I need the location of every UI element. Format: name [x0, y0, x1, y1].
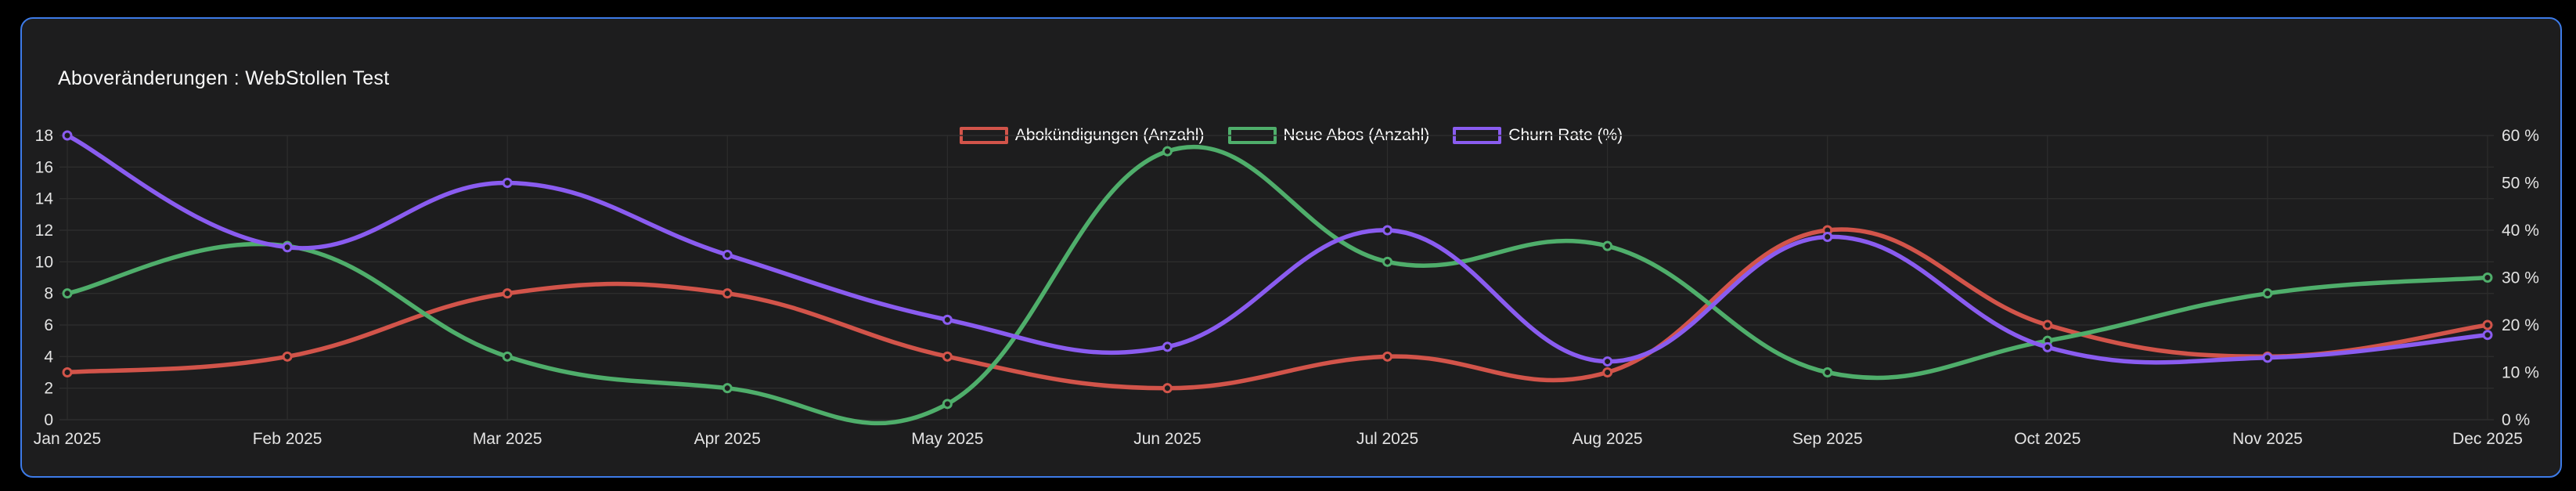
data-point[interactable]	[2482, 330, 2493, 341]
series-line-1	[65, 144, 2490, 426]
data-point[interactable]	[1382, 256, 1393, 267]
data-point[interactable]	[1602, 356, 1613, 367]
data-point[interactable]	[62, 130, 73, 141]
data-point[interactable]	[942, 351, 953, 362]
data-point[interactable]	[1822, 367, 1833, 377]
left-axis-tick-label: 12	[35, 222, 53, 240]
data-point[interactable]	[1382, 351, 1393, 362]
data-point[interactable]	[502, 178, 513, 188]
data-point[interactable]	[282, 351, 293, 362]
data-point[interactable]	[942, 399, 953, 410]
x-axis-tick-label: Jan 2025	[34, 430, 101, 448]
left-axis-tick-label: 2	[44, 380, 53, 398]
left-axis-tick-label: 18	[35, 127, 53, 145]
right-axis-tick-label: 40 %	[2502, 222, 2539, 240]
data-point[interactable]	[62, 288, 73, 299]
data-point[interactable]	[2262, 288, 2273, 299]
data-point[interactable]	[1162, 383, 1173, 394]
x-axis-tick-label: Nov 2025	[2232, 430, 2303, 448]
chart-card: Aboveränderungen : WebStollen Test Abokü…	[20, 17, 2562, 478]
right-axis-tick-label: 50 %	[2502, 175, 2539, 193]
left-axis-tick-label: 4	[44, 348, 53, 366]
right-axis-tick-label: 0 %	[2502, 411, 2530, 429]
left-axis-tick-label: 0	[44, 411, 53, 429]
data-point[interactable]	[502, 351, 513, 362]
left-axis-tick-label: 16	[35, 158, 53, 176]
data-point[interactable]	[722, 288, 733, 299]
data-point[interactable]	[2042, 341, 2053, 352]
right-axis-tick-label: 60 %	[2502, 127, 2539, 145]
right-axis-tick-label: 20 %	[2502, 316, 2539, 334]
data-point[interactable]	[2482, 320, 2493, 330]
data-point[interactable]	[62, 367, 73, 377]
x-axis-tick-label: May 2025	[911, 430, 983, 448]
right-axis-tick-label: 10 %	[2502, 364, 2539, 382]
x-axis-tick-label: Mar 2025	[473, 430, 542, 448]
series-line-0	[65, 227, 2490, 391]
data-point[interactable]	[1382, 225, 1393, 236]
data-point[interactable]	[1162, 146, 1173, 157]
data-point[interactable]	[2042, 320, 2053, 330]
x-axis-tick-label: Oct 2025	[2014, 430, 2081, 448]
x-axis-tick-label: Apr 2025	[694, 430, 761, 448]
data-point[interactable]	[1602, 367, 1613, 377]
chart-title: Aboveränderungen : WebStollen Test	[58, 67, 390, 89]
data-point[interactable]	[2482, 273, 2493, 283]
data-point[interactable]	[942, 314, 953, 325]
data-point[interactable]	[2262, 352, 2273, 363]
x-axis-tick-label: Jul 2025	[1356, 430, 1418, 448]
data-point[interactable]	[1602, 240, 1613, 251]
data-point[interactable]	[1162, 341, 1173, 352]
left-axis-tick-label: 10	[35, 253, 53, 271]
data-point[interactable]	[502, 288, 513, 299]
data-point[interactable]	[282, 242, 293, 253]
data-point[interactable]	[722, 249, 733, 260]
x-axis-tick-label: Aug 2025	[1573, 430, 1643, 448]
data-point[interactable]	[722, 383, 733, 394]
x-axis-tick-label: Jun 2025	[1133, 430, 1201, 448]
x-axis-tick-label: Sep 2025	[1792, 430, 1863, 448]
data-point[interactable]	[1822, 231, 1833, 242]
left-axis-tick-label: 8	[44, 285, 53, 303]
x-axis-tick-label: Feb 2025	[253, 430, 322, 448]
left-axis-tick-label: 6	[44, 316, 53, 334]
series-line-2	[65, 133, 2490, 365]
right-axis-tick-label: 30 %	[2502, 269, 2539, 287]
x-axis-tick-label: Dec 2025	[2452, 430, 2523, 448]
left-axis-tick-label: 14	[35, 190, 54, 208]
